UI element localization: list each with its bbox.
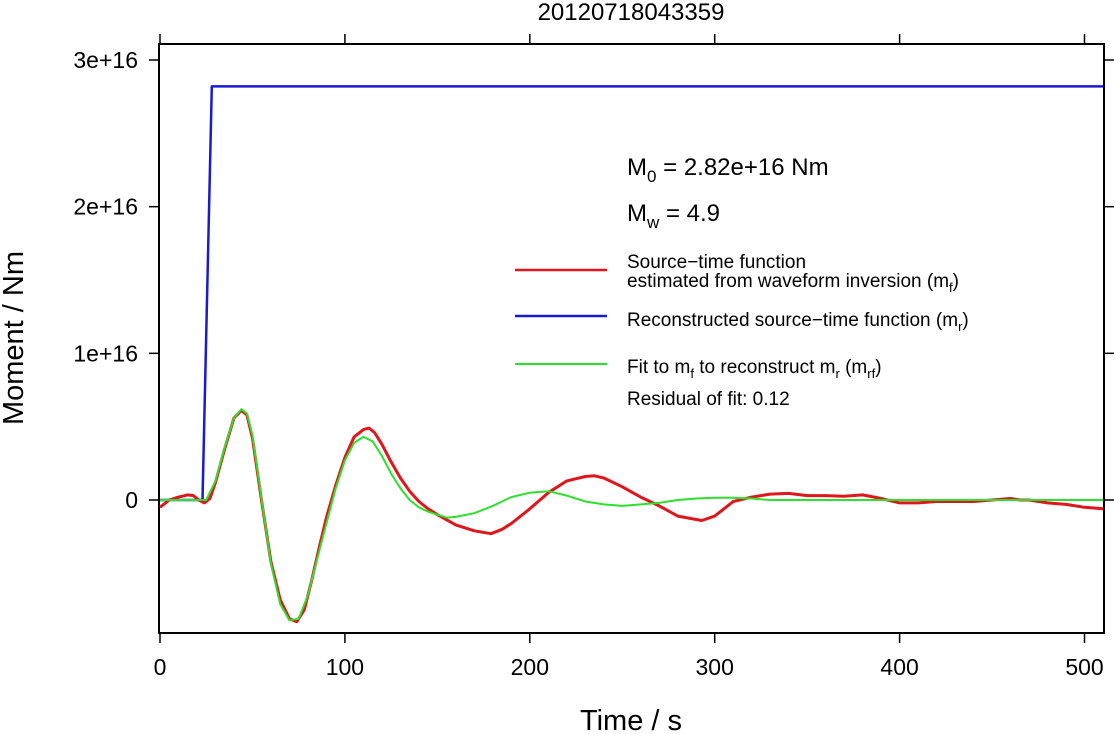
mw-value: = 4.9 [659,200,720,227]
m0-subscript: 0 [647,167,656,186]
legend-label-source-time-1: Source−time function [627,252,806,273]
annotation-mw: Mw = 4.9 [627,200,720,232]
plot-frame [158,43,1105,634]
legend: Source−time function estimated from wave… [515,252,969,410]
x-axis: 0 100 200 300 400 500 [154,34,1104,680]
mw-symbol: M [627,200,647,227]
legend-label-reconstructed: Reconstructed source−time function (mr) [627,310,969,334]
series-line-red [159,409,1104,624]
legend-label-fit: Fit to mf to reconstruct mr (mrf) [627,357,882,381]
x-tick-label: 400 [880,654,918,680]
x-axis-label: Time / s [580,705,682,734]
m0-symbol: M [627,154,647,181]
y-tick-label: 3e+16 [73,47,138,73]
y-axis-label: Moment / Nm [0,251,30,425]
series-line-green [160,408,1103,622]
series-group [159,85,1104,624]
m0-value: = 2.82e+16 Nm [656,154,828,181]
y-tick-label: 0 [125,487,138,513]
svg-text:M0 = 2.82e+16 Nm: M0 = 2.82e+16 Nm [627,154,829,186]
y-tick-label: 1e+16 [73,340,138,366]
x-tick-label: 300 [696,654,734,680]
annotation-m0: M0 = 2.82e+16 Nm [627,154,829,186]
series-line-blue [160,85,1103,502]
x-tick-label: 0 [154,654,167,680]
y-axis: 0 1e+16 2e+16 3e+16 [73,47,1114,513]
svg-text:Mw = 4.9: Mw = 4.9 [627,200,720,232]
x-tick-label: 100 [326,654,364,680]
x-tick-label: 200 [511,654,549,680]
chart-title: 20120718043359 [538,0,725,26]
mw-subscript: w [646,213,660,232]
residual-label: Residual of fit: 0.12 [627,389,790,410]
legend-label-source-time-2: estimated from waveform inversion (mf) [627,271,959,295]
x-tick-label: 500 [1065,654,1103,680]
y-tick-label: 2e+16 [73,194,138,220]
